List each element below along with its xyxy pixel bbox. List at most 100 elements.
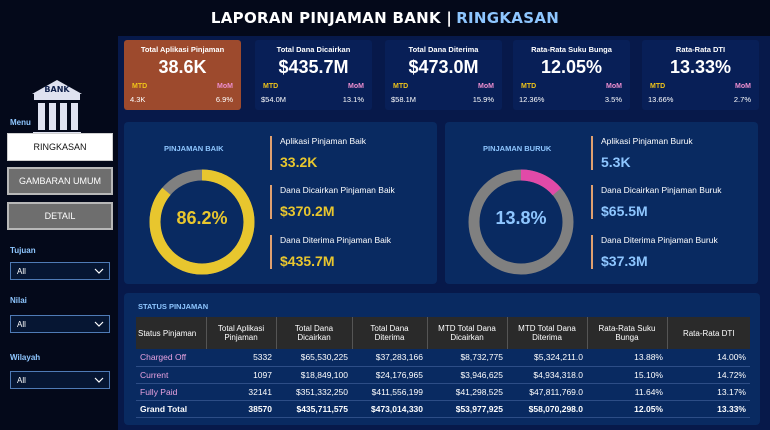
table-cell: Charged Off	[136, 349, 206, 367]
table-cell: $58,070,298.0	[507, 400, 587, 418]
status-table-title: STATUS PINJAMAN	[138, 302, 209, 311]
kpi-card-total-dana-dicairkan[interactable]: Total Dana Dicairkan $435.7M MTD MoM $54…	[255, 40, 372, 110]
kpi-title: Rata-Rata DTI	[675, 45, 726, 54]
chevron-down-icon	[94, 321, 104, 327]
table-cell: $411,556,199	[352, 383, 427, 401]
kpi-title: Total Dana Diterima	[408, 45, 479, 54]
table-cell: 13.17%	[667, 383, 750, 401]
table-cell: $435,711,575	[276, 400, 352, 418]
filter-wilayah-select[interactable]: All	[10, 371, 110, 389]
table-cell: $5,324,211.0	[507, 349, 587, 367]
table-cell: 15.10%	[587, 366, 667, 384]
nav-ringkasan-button[interactable]: RINGKASAN	[7, 133, 113, 161]
logo-text: BANK	[44, 85, 70, 94]
table-cell: 13.33%	[667, 400, 750, 418]
metric-label: Aplikasi Pinjaman Baik	[280, 136, 366, 146]
kpi-card-total-aplikasi[interactable]: Total Aplikasi Pinjaman 38.6K MTD MoM 4.…	[124, 40, 241, 110]
kpi-mom-value: 3.5%	[604, 95, 622, 104]
filter-tujuan-value: All	[17, 266, 26, 276]
metric-label: Aplikasi Pinjaman Buruk	[601, 136, 693, 146]
status-table-panel: STATUS PINJAMAN Status Pinjaman Total Ap…	[124, 293, 760, 425]
metric-value: 33.2K	[280, 154, 318, 170]
kpi-mom-value: 13.1%	[342, 95, 364, 104]
kpi-value: 38.6K	[158, 57, 207, 77]
column-header[interactable]: Total Dana Diterima	[352, 317, 428, 349]
bad-loans-donut	[468, 169, 574, 275]
column-header[interactable]: Rata-Rata DTI	[667, 317, 750, 349]
metric-value: $65.5M	[601, 203, 648, 219]
good-metric-dana-diterima: Dana Diterima Pinjaman Baik $435.7M	[270, 235, 391, 269]
table-cell: $65,530,225	[276, 349, 352, 367]
kpi-mom-label: MoM	[217, 83, 233, 90]
table-total-row: Grand Total 38570 $435,711,575 $473,014,…	[136, 400, 750, 418]
kpi-card-dti[interactable]: Rata-Rata DTI 13.33% MTD MoM 13.66% 2.7%	[642, 40, 759, 110]
column-header[interactable]: MTD Total Dana Dicairkan	[427, 317, 508, 349]
kpi-mtd-label: MTD	[650, 83, 666, 90]
column-header[interactable]: Total Dana Dicairkan	[276, 317, 353, 349]
metric-value: $370.2M	[280, 203, 335, 219]
kpi-card-total-dana-diterima[interactable]: Total Dana Diterima $473.0M MTD MoM $58.…	[385, 40, 502, 110]
metric-value: 5.3K	[601, 154, 631, 170]
column-header[interactable]: Status Pinjaman	[136, 317, 207, 349]
table-row[interactable]: Current 1097 $18,849,100 $24,176,965 $3,…	[136, 366, 750, 384]
kpi-mtd-value: $54.0M	[261, 95, 287, 104]
kpi-card-suku-bunga[interactable]: Rata-Rata Suku Bunga 12.05% MTD MoM 12.3…	[513, 40, 630, 110]
kpi-value: $435.7M	[278, 57, 349, 77]
table-cell: Fully Paid	[136, 383, 206, 401]
filter-tujuan-select[interactable]: All	[10, 262, 110, 280]
column-header[interactable]: Total Aplikasi Pinjaman	[206, 317, 277, 349]
table-cell: $3,946,625	[427, 366, 507, 384]
table-row[interactable]: Charged Off 5332 $65,530,225 $37,283,166…	[136, 349, 750, 367]
kpi-mtd-value: 13.66%	[648, 95, 674, 104]
kpi-mtd-value: $58.1M	[391, 95, 417, 104]
kpi-value: $473.0M	[408, 57, 479, 77]
table-cell: 14.72%	[667, 366, 750, 384]
column-header[interactable]: Rata-Rata Suku Bunga	[587, 317, 668, 349]
nav-detail-button[interactable]: DETAIL	[7, 202, 113, 230]
table-cell: 11.64%	[587, 383, 667, 401]
title-main: LAPORAN PINJAMAN BANK |	[210, 9, 453, 27]
menu-label: Menu	[10, 118, 31, 127]
table-cell: 12.05%	[587, 400, 667, 418]
filter-tujuan-label: Tujuan	[10, 246, 36, 255]
column-header[interactable]: MTD Total Dana Diterima	[507, 317, 588, 349]
good-metric-dana-dicairkan: Dana Dicairkan Pinjaman Baik $370.2M	[270, 185, 395, 219]
table-cell: $41,298,525	[427, 383, 507, 401]
table-cell: 13.88%	[587, 349, 667, 367]
filter-nilai-select[interactable]: All	[10, 315, 110, 333]
nav-gambaran-umum-button[interactable]: GAMBARAN UMUM	[7, 167, 113, 195]
kpi-mtd-value: 4.3K	[130, 95, 146, 104]
kpi-mom-label: MoM	[478, 83, 494, 90]
table-cell: $37,283,166	[352, 349, 427, 367]
status-table: Status Pinjaman Total Aplikasi Pinjaman …	[136, 317, 750, 418]
donut-arc	[149, 169, 255, 275]
page-title: LAPORAN PINJAMAN BANK | RINGKASAN	[0, 0, 770, 36]
kpi-mom-value: 15.9%	[472, 95, 494, 104]
kpi-mom-value: 6.9%	[215, 95, 233, 104]
table-row[interactable]: Fully Paid 32141 $351,332,250 $411,556,1…	[136, 383, 750, 401]
bad-metric-aplikasi: Aplikasi Pinjaman Buruk 5.3K	[591, 136, 693, 170]
table-header-row: Status Pinjaman Total Aplikasi Pinjaman …	[136, 317, 750, 349]
good-loans-panel: PINJAMAN BAIK 86.2% Aplikasi Pinjaman Ba…	[124, 122, 437, 284]
kpi-mom-label: MoM	[348, 83, 364, 90]
donut-arc	[468, 169, 574, 275]
metric-value: $435.7M	[280, 253, 335, 269]
kpi-title: Total Dana Dicairkan	[276, 45, 351, 54]
kpi-mtd-label: MTD	[263, 83, 279, 90]
filter-nilai-label: Nilai	[10, 296, 27, 305]
good-loans-donut	[149, 169, 255, 275]
good-metric-aplikasi: Aplikasi Pinjaman Baik 33.2K	[270, 136, 366, 170]
filter-wilayah-label: Wilayah	[10, 353, 41, 362]
bad-loans-panel: PINJAMAN BURUK 13.8% Aplikasi Pinjaman B…	[445, 122, 758, 284]
kpi-mom-label: MoM	[606, 83, 622, 90]
table-cell: $4,934,318.0	[507, 366, 587, 384]
bad-metric-dana-dicairkan: Dana Dicairkan Pinjaman Buruk $65.5M	[591, 185, 721, 219]
table-cell: $473,014,330	[352, 400, 427, 418]
good-loans-title: PINJAMAN BAIK	[164, 144, 224, 153]
title-subtitle: RINGKASAN	[456, 9, 560, 27]
kpi-title: Total Aplikasi Pinjaman	[140, 45, 225, 54]
bad-loans-title: PINJAMAN BURUK	[483, 144, 552, 153]
kpi-mtd-value: 12.36%	[519, 95, 545, 104]
bad-loans-percent: 13.8%	[495, 208, 547, 228]
